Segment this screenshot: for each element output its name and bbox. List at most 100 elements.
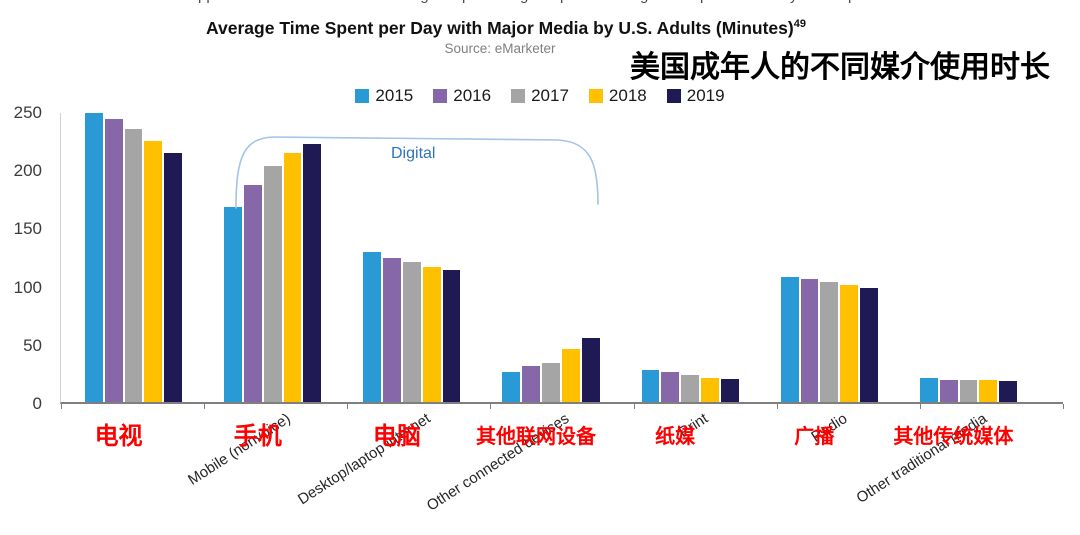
bar-2019 bbox=[720, 378, 739, 402]
x-tick bbox=[633, 404, 635, 409]
cropped-text-line: pp ng p g p g p y p bbox=[0, 0, 1080, 6]
legend-item-2016: 2016 bbox=[433, 86, 491, 106]
x-axis-labels: 电视 Mobile (nonvoice) 手机 Desktop/laptop inte… bbox=[0, 404, 1080, 535]
y-tick-label: 50 bbox=[23, 335, 42, 355]
bar-2018 bbox=[701, 377, 719, 402]
cropped-text-fragment: ng bbox=[412, 0, 429, 4]
bar-2019 bbox=[164, 153, 183, 402]
cropped-text-fragment: p bbox=[700, 0, 708, 4]
bar-group bbox=[919, 113, 1017, 402]
y-tick-label: 150 bbox=[13, 219, 42, 239]
category-label-zh: 手机 bbox=[233, 423, 282, 450]
legend-swatch bbox=[588, 89, 603, 103]
y-tick-label: 250 bbox=[13, 103, 42, 122]
x-tick bbox=[490, 404, 492, 409]
cropped-text-fragment: p bbox=[462, 0, 470, 4]
bar-2019 bbox=[860, 287, 878, 402]
legend-item-2015: 2015 bbox=[355, 86, 413, 106]
bar-2016 bbox=[383, 257, 401, 402]
legend-label: 2016 bbox=[453, 86, 492, 105]
bar-group bbox=[224, 113, 322, 402]
legend-item-2019: 2019 bbox=[666, 86, 725, 106]
plot-area bbox=[60, 113, 1064, 409]
bar-2016 bbox=[800, 279, 819, 402]
digital-annotation: Digital bbox=[391, 145, 436, 162]
legend-label: 2018 bbox=[608, 86, 647, 105]
legend-swatch bbox=[433, 89, 448, 103]
digital-bracket bbox=[235, 136, 599, 209]
bar-2019 bbox=[581, 338, 600, 402]
bar-2017 bbox=[402, 262, 421, 402]
bar-2018 bbox=[422, 266, 441, 402]
category-label-zh: 纸媒 bbox=[655, 426, 696, 448]
legend: 2015 2016 2017 2018 2019 bbox=[0, 86, 1080, 106]
bar-group bbox=[85, 113, 183, 402]
bar-2018 bbox=[979, 380, 998, 402]
bar-group bbox=[502, 113, 600, 402]
cropped-text-fragment: pp bbox=[198, 0, 215, 4]
bar-2018 bbox=[283, 153, 302, 402]
legend-label: 2019 bbox=[686, 86, 725, 105]
bar-2015 bbox=[363, 251, 382, 402]
legend-swatch bbox=[666, 89, 681, 103]
bar-2015 bbox=[780, 277, 799, 402]
bar-group bbox=[363, 113, 461, 402]
bar-2015 bbox=[224, 206, 242, 402]
legend-item-2018: 2018 bbox=[588, 86, 647, 106]
legend-label: 2017 bbox=[531, 86, 569, 105]
bar-2015 bbox=[641, 369, 660, 402]
y-tick-label: 100 bbox=[13, 277, 42, 297]
cropped-text-fragment: g bbox=[520, 0, 528, 4]
bar-2016 bbox=[522, 366, 541, 402]
bar-2017 bbox=[263, 166, 282, 402]
bar-2016 bbox=[661, 371, 680, 402]
bar-2019 bbox=[303, 144, 322, 402]
bar-2017 bbox=[820, 281, 839, 402]
bar-2018 bbox=[561, 348, 580, 402]
bar-2017 bbox=[959, 380, 978, 402]
category-label-zh: 电脑 bbox=[372, 423, 421, 450]
x-tick bbox=[347, 404, 349, 409]
bar-2017 bbox=[124, 129, 143, 402]
bar-2017 bbox=[681, 375, 700, 402]
bar-2019 bbox=[442, 270, 461, 402]
y-axis: 0 50 100 150 200 250 bbox=[0, 103, 52, 413]
y-tick-label: 200 bbox=[13, 161, 42, 181]
chart-title: Average Time Spent per Day with Major Me… bbox=[0, 18, 1012, 39]
chart-source: Source: eMarketer bbox=[444, 41, 556, 56]
bar-2015 bbox=[919, 377, 938, 402]
title-superscript: 49 bbox=[793, 18, 806, 31]
cropped-text-fragment: g bbox=[640, 0, 648, 4]
x-tick bbox=[776, 404, 778, 409]
bar-2019 bbox=[999, 381, 1017, 402]
x-tick bbox=[1063, 404, 1064, 409]
chart-title-text: Average Time Spent per Day with Major Me… bbox=[206, 18, 794, 38]
bar-2017 bbox=[542, 362, 560, 402]
bar-2015 bbox=[85, 113, 103, 402]
bar-2016 bbox=[243, 184, 262, 402]
cropped-text-fragment: p bbox=[848, 0, 856, 4]
bar-2018 bbox=[144, 140, 163, 402]
bar-2015 bbox=[502, 371, 521, 402]
legend-label: 2015 bbox=[375, 86, 414, 105]
cropped-text-fragment: y bbox=[790, 0, 798, 4]
x-tick bbox=[919, 404, 921, 409]
bar-group bbox=[641, 113, 739, 402]
legend-swatch bbox=[355, 89, 370, 103]
category-label-zh: 电视 bbox=[94, 423, 143, 450]
bar-2018 bbox=[840, 285, 859, 402]
y-tick-label: 0 bbox=[32, 394, 42, 413]
chart-title-chinese: 美国成年人的不同媒介使用时长 bbox=[630, 51, 1050, 84]
cropped-text-fragment: p bbox=[560, 0, 568, 4]
legend-swatch bbox=[511, 89, 526, 103]
x-tick bbox=[204, 404, 206, 409]
category-label-zh: 其他联网设备 bbox=[475, 426, 596, 448]
bar-2016 bbox=[939, 380, 958, 402]
bar-2016 bbox=[104, 118, 123, 402]
legend-item-2017: 2017 bbox=[511, 86, 569, 106]
bar-group bbox=[780, 113, 878, 402]
category-label-zh: 其他传统媒体 bbox=[893, 426, 1014, 448]
category-label-zh: 广播 bbox=[794, 426, 835, 448]
x-tick bbox=[61, 404, 62, 409]
